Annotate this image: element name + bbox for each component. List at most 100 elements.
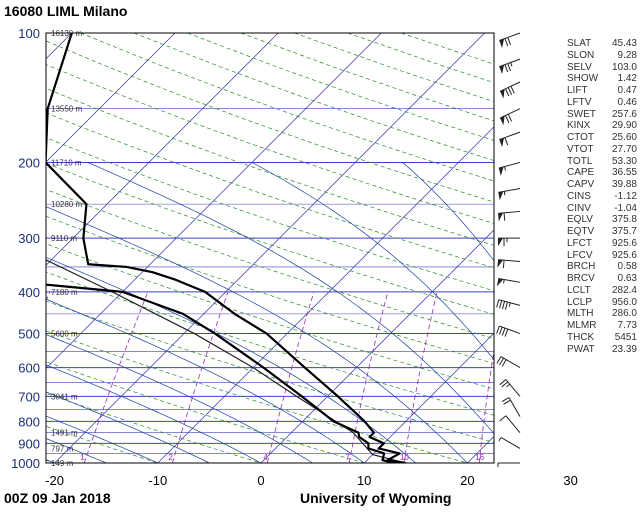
wind-barb-flag [510, 86, 515, 94]
index-row: THCK 5451 [567, 332, 637, 344]
index-row: LFCT 925.6 [567, 238, 637, 250]
mixing-ratio-line [83, 291, 149, 463]
wind-barb-pennant [499, 137, 505, 148]
dry-adiabat-line [46, 215, 494, 364]
dry-adiabat-line [46, 330, 468, 463]
wind-barb-staff [499, 81, 521, 92]
pressure-tick-label: 1000 [11, 456, 40, 471]
wind-barb [498, 237, 520, 247]
wind-barb-half-flag [504, 166, 507, 171]
wind-barb-pennant [498, 191, 504, 201]
wind-barb-staff [499, 32, 521, 41]
index-row: TOTL 53.30 [567, 156, 637, 168]
dry-adiabat-line [46, 137, 494, 292]
temperature-tick-label: -10 [148, 473, 167, 488]
wind-barb-flag [501, 359, 507, 367]
index-key: LFTV [567, 96, 592, 108]
index-row: PWAT 23.39 [567, 344, 637, 356]
temperature-tick-label: 30 [563, 473, 577, 488]
wind-barb [497, 462, 520, 467]
pressure-tick-label: 900 [18, 436, 40, 451]
index-value: 36.55 [611, 167, 637, 179]
index-value: 257.6 [611, 108, 637, 120]
index-row: SLON 9.28 [567, 50, 637, 62]
wind-barb [499, 379, 521, 397]
dry-adiabat-line [46, 243, 494, 390]
wind-barb-staff [499, 131, 521, 141]
wind-barb [501, 397, 521, 417]
pressure-tick-label: 200 [18, 155, 40, 170]
wind-barb [499, 131, 521, 148]
moist-adiabat-line [46, 415, 158, 463]
wind-barb-pennant [500, 89, 505, 99]
index-value: 0.58 [617, 261, 637, 273]
pressure-tick-label: 600 [18, 361, 40, 376]
index-key: VTOT [567, 143, 594, 155]
dry-adiabat-line [46, 112, 494, 269]
wind-barb-flag [501, 381, 509, 388]
wind-barb-flag [503, 399, 511, 405]
dry-adiabat-line [46, 87, 494, 246]
index-row: VTOT 27.70 [567, 144, 637, 156]
index-value: 25.60 [611, 132, 637, 143]
index-value: 282.4 [611, 284, 637, 296]
index-key: SLAT [567, 38, 592, 49]
wind-barb-half-flag [498, 437, 502, 442]
index-row: SWET 257.6 [567, 109, 637, 121]
index-value: 45.43 [611, 38, 637, 49]
wind-barb-flag [504, 38, 509, 47]
dry-adiabat-line [46, 189, 494, 339]
parcel-line [46, 259, 406, 463]
index-key: CINS [567, 190, 591, 202]
index-value: 1.42 [617, 73, 637, 85]
index-value: 375.7 [611, 226, 637, 237]
wind-barb [499, 415, 521, 433]
mixing-ratio-line [403, 291, 438, 463]
wind-barb-pennant [498, 212, 504, 222]
temperature-tick-label: -20 [45, 473, 64, 488]
wind-barb-pennant [499, 38, 505, 49]
temperature-tick-label: 20 [460, 473, 474, 488]
index-value: 53.30 [611, 155, 637, 167]
isotherm-line [157, 126, 494, 463]
index-key: KINX [567, 120, 591, 132]
temperature-line [46, 33, 406, 463]
dry-adiabat-line [133, 33, 494, 161]
index-value: 7.73 [617, 320, 637, 331]
index-key: PWAT [567, 343, 595, 355]
index-row: EQLV 375.8 [567, 214, 637, 226]
wind-barb-staff [498, 188, 521, 193]
wind-barb-flag [496, 356, 502, 364]
sounding-time: 00Z 09 Jan 2018 [4, 490, 111, 506]
wind-barb-flag [501, 397, 510, 402]
chart-title: 16080 LIML Milano [4, 3, 128, 19]
wind-barb-pennant [496, 278, 504, 287]
wind-barb-pennant [499, 64, 505, 75]
moist-adiabat-line [87, 162, 494, 435]
index-key: CAPE [567, 167, 595, 179]
index-row: KINX 29.90 [567, 120, 637, 132]
wind-barb [497, 259, 521, 269]
index-value: 27.70 [611, 143, 637, 155]
wind-barb-flag [501, 327, 506, 336]
index-row: CINV -1.04 [567, 203, 637, 215]
index-key: LCLT [567, 284, 591, 296]
index-value: 0.63 [617, 273, 637, 284]
temperature-tick-label: 10 [357, 473, 371, 488]
index-value: 0.46 [617, 96, 637, 108]
mixing-ratio-label: 16 [475, 453, 484, 462]
index-value: 0.47 [617, 85, 637, 96]
wind-barb-half-flag [506, 383, 511, 388]
pressure-tick-label: 500 [18, 327, 40, 342]
isotherm-line [46, 33, 279, 266]
wind-barb-staff [505, 379, 521, 397]
wind-barb [496, 325, 521, 337]
wind-barb [498, 188, 521, 201]
mixing-ratio-label: 4 [263, 453, 268, 462]
wind-barb [498, 437, 521, 449]
height-label: 11710 m [51, 158, 82, 167]
index-value: 925.6 [611, 237, 637, 249]
moist-adiabat-line [46, 256, 417, 463]
index-row: LFTV 0.46 [567, 97, 637, 109]
